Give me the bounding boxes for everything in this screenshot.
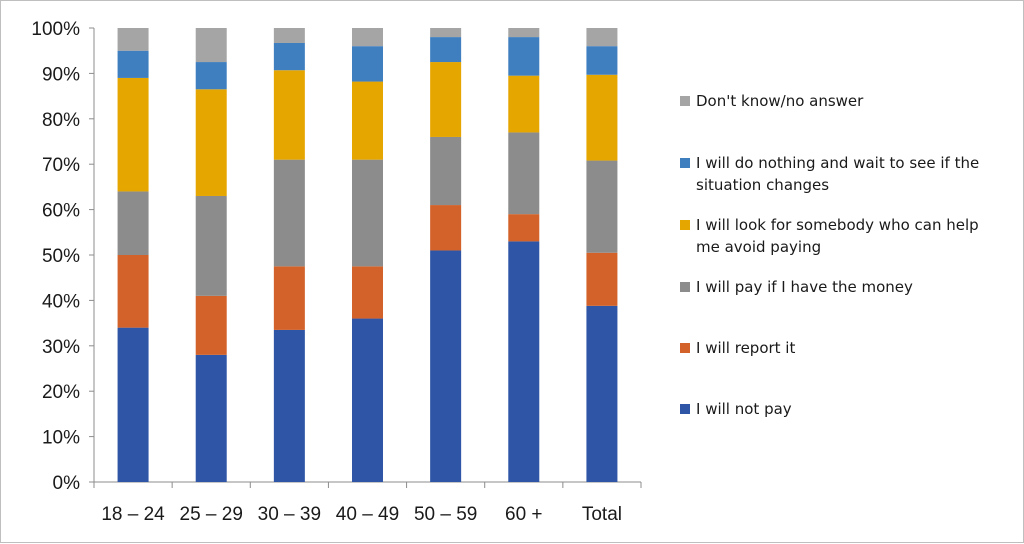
y-tick-label: 10% — [42, 428, 80, 449]
bar-segment — [586, 74, 618, 161]
legend-label: situation changes — [696, 176, 829, 194]
bar-segment — [586, 28, 618, 47]
bar-segment — [508, 37, 540, 76]
legend-label: I will do nothing and wait to see if the — [696, 154, 979, 172]
bar-segment — [117, 327, 149, 482]
x-tick-label: 50 – 59 — [414, 504, 477, 525]
bar-segment — [508, 75, 540, 133]
bar-segment — [273, 42, 305, 71]
x-tick-label: 40 – 49 — [336, 504, 399, 525]
y-tick-label: 0% — [53, 473, 81, 494]
legend-label: I will not pay — [696, 400, 792, 418]
y-tick-label: 100% — [31, 19, 80, 40]
bar-segment — [273, 329, 305, 482]
bar-segment — [195, 62, 227, 90]
bar-segment — [430, 37, 462, 63]
bar-segment — [586, 305, 618, 482]
y-tick-label: 50% — [42, 246, 80, 267]
y-tick-label: 70% — [42, 155, 80, 176]
bar-segment — [430, 28, 462, 38]
bar-segment — [352, 46, 383, 82]
bar-segment — [117, 191, 149, 255]
bar-segment — [586, 46, 618, 75]
bar-segment — [430, 205, 462, 251]
legend-swatch — [680, 158, 690, 168]
bar-segment — [352, 266, 383, 319]
bar-segment — [508, 214, 540, 242]
bar-segment — [195, 89, 227, 196]
legend-label: I will report it — [696, 339, 795, 357]
bar-segment — [430, 62, 462, 137]
bar-segment — [117, 77, 149, 192]
x-tick-label: 25 – 29 — [180, 504, 243, 525]
bar-segment — [586, 160, 618, 253]
bar-segment — [117, 28, 149, 51]
bar-segment — [352, 318, 383, 482]
bar-segment — [430, 250, 462, 482]
bar-segment — [352, 81, 383, 160]
x-tick-label: 60 + — [505, 504, 543, 525]
bar-segment — [273, 70, 305, 160]
legend-swatch — [680, 343, 690, 353]
legend-label: I will look for somebody who can help — [696, 216, 979, 234]
bar-segment — [273, 266, 305, 330]
legend-label: me avoid paying — [696, 238, 821, 256]
bar-segment — [508, 28, 540, 38]
bar-segment — [508, 241, 540, 482]
legend-label: I will pay if I have the money — [696, 278, 913, 296]
legend-swatch — [680, 282, 690, 292]
bar-segment — [195, 295, 227, 355]
y-tick-label: 30% — [42, 337, 80, 358]
bar-segment — [273, 159, 305, 267]
bar-segment — [195, 354, 227, 482]
y-tick-label: 90% — [42, 64, 80, 85]
bar-segment — [117, 50, 149, 78]
y-tick-label: 60% — [42, 201, 80, 222]
bar-segment — [352, 159, 383, 267]
bar-segment — [430, 136, 462, 206]
y-tick-label: 80% — [42, 110, 80, 131]
bar-segment — [195, 28, 227, 63]
x-tick-label: Total — [582, 504, 622, 525]
x-tick-label: 18 – 24 — [101, 504, 165, 525]
bar-segment — [586, 252, 618, 306]
bar-segment — [195, 195, 227, 296]
legend-swatch — [680, 220, 690, 230]
bar-segment — [508, 132, 540, 215]
bar-segment — [352, 28, 383, 47]
bar-segment — [273, 28, 305, 43]
legend-label: Don't know/no answer — [696, 92, 864, 110]
y-tick-label: 40% — [42, 291, 80, 312]
y-tick-label: 20% — [42, 382, 80, 403]
legend-swatch — [680, 404, 690, 414]
x-tick-label: 30 – 39 — [258, 504, 321, 525]
legend-swatch — [680, 96, 690, 106]
bar-segment — [117, 255, 149, 328]
